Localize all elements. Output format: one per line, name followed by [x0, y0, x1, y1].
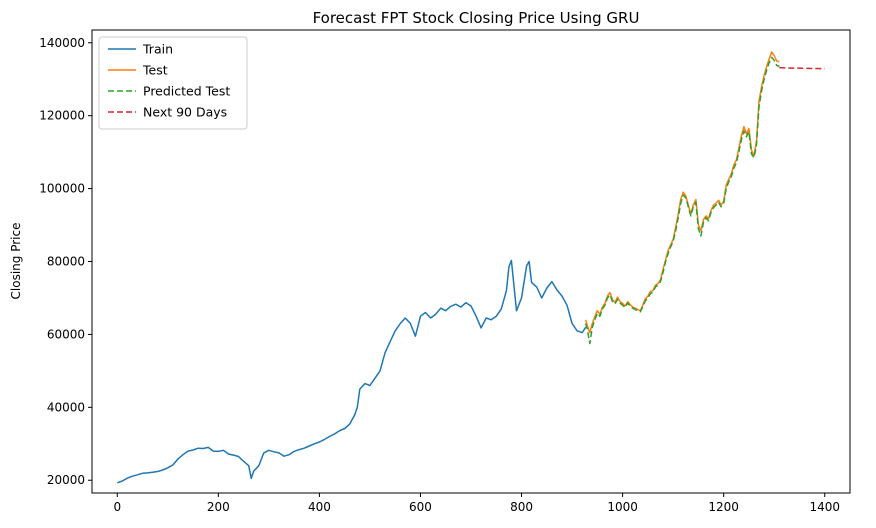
- legend-label: Next 90 Days: [143, 105, 227, 120]
- x-tick-label: 0: [113, 500, 121, 514]
- series-layer: [117, 51, 825, 484]
- y-tick-label: 140000: [39, 36, 85, 50]
- y-tick-label: 100000: [39, 182, 85, 196]
- x-tick-label: 400: [308, 500, 331, 514]
- y-axis: 20000 40000 60000 80000 100000 120000 140000: [39, 36, 92, 487]
- legend-label: Test: [142, 63, 168, 78]
- legend-label: Train: [142, 42, 173, 57]
- series-line-next-90-days: [779, 66, 825, 70]
- legend: Train Test Predicted Test Next 90 Days: [98, 36, 248, 130]
- x-tick-label: 1200: [708, 500, 739, 514]
- x-tick-label: 800: [510, 500, 533, 514]
- y-axis-label: Closing Price: [9, 223, 23, 300]
- y-tick-label: 40000: [47, 400, 85, 414]
- y-tick-label: 20000: [47, 473, 85, 487]
- y-tick-label: 80000: [47, 255, 85, 269]
- x-tick-label: 600: [409, 500, 432, 514]
- y-tick-label: 120000: [39, 109, 85, 123]
- x-tick-label: 1000: [607, 500, 638, 514]
- legend-box: [98, 36, 248, 130]
- x-tick-label: 200: [207, 500, 230, 514]
- series-line-predicted-test: [584, 56, 780, 345]
- series-line-train: [117, 259, 587, 484]
- y-tick-label: 60000: [47, 327, 85, 341]
- x-tick-label: 1400: [809, 500, 840, 514]
- chart-title: Forecast FPT Stock Closing Price Using G…: [313, 9, 640, 27]
- series-line-test: [584, 51, 780, 334]
- legend-label: Predicted Test: [143, 84, 230, 99]
- x-axis: 0 200 400 600 800 1000 1200 1400: [113, 493, 840, 514]
